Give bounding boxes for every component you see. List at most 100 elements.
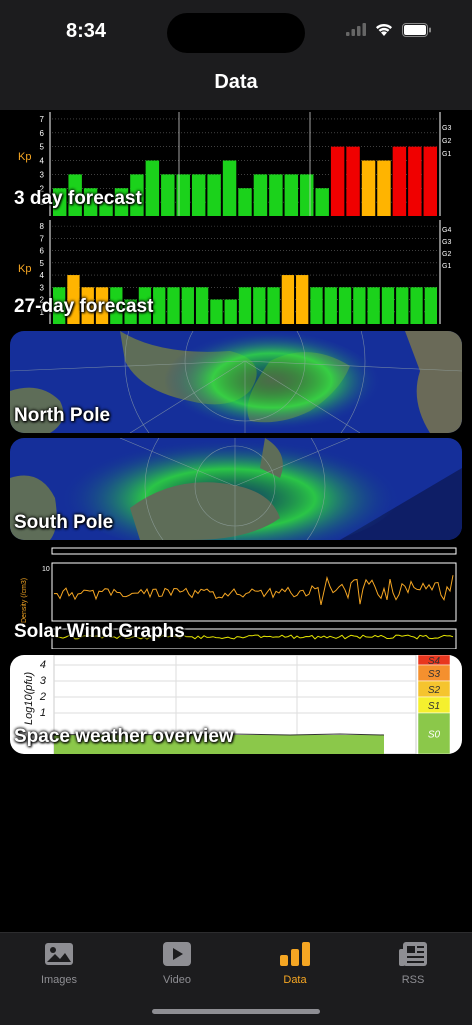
kp-bar xyxy=(353,287,366,324)
kp-bar xyxy=(153,287,166,324)
solar-wind-chart: 10 Density (/cm3) xyxy=(21,547,457,649)
y-tick: 4 xyxy=(40,271,45,280)
kp-bar xyxy=(181,287,194,324)
tab-rss[interactable]: RSS xyxy=(354,941,472,986)
y-tick: 2 xyxy=(39,691,46,703)
battery-icon xyxy=(402,22,431,37)
y-tick: 2 xyxy=(40,184,45,193)
kp-bar xyxy=(330,146,345,216)
kp-bar xyxy=(377,160,391,216)
kp-bar xyxy=(410,287,423,324)
kp-bar xyxy=(324,287,337,324)
south-pole-map xyxy=(10,438,462,540)
y-tick: 3 xyxy=(40,675,47,687)
tab-label: Data xyxy=(283,974,307,986)
y-tick: 6 xyxy=(40,129,45,138)
home-indicator xyxy=(152,1009,320,1014)
g-label: G1 xyxy=(442,263,451,270)
kp-bar xyxy=(315,188,329,216)
y-tick: 8 xyxy=(40,222,45,231)
solar-wind-card[interactable]: 10 Density (/cm3) Solar Wind Graphs xyxy=(10,545,462,649)
kp-bar xyxy=(381,287,395,324)
proton-flux-chart: 4 3 2 1 Log10(pfu) S4 S3 S2 S1 S0 xyxy=(23,655,451,754)
scale-label: S0 xyxy=(428,730,441,741)
g-label: G4 xyxy=(442,227,451,234)
north-pole-map xyxy=(10,331,462,433)
density-axis-label: Density (/cm3) xyxy=(21,578,28,623)
card-title: 3 day forecast xyxy=(14,188,142,209)
tab-label: Images xyxy=(40,974,78,986)
scale-label: S3 xyxy=(428,669,441,680)
kp-bar xyxy=(300,174,314,216)
kp-bar xyxy=(176,174,190,216)
density-tick: 10 xyxy=(42,566,50,573)
kp-bar xyxy=(267,287,280,324)
tab-data[interactable]: Data xyxy=(236,941,354,986)
photo-icon xyxy=(45,943,73,965)
y-tick: 4 xyxy=(40,157,45,166)
kp-bar xyxy=(124,299,137,324)
three-day-forecast-card[interactable]: 1 2 3 4 5 6 7 Kp G3 G2 G1 3 day forecast xyxy=(10,112,462,216)
north-pole-card[interactable]: North Pole xyxy=(10,331,462,433)
card-title: North Pole xyxy=(14,405,111,426)
kp-bar xyxy=(138,287,152,324)
y-tick: 7 xyxy=(40,234,45,243)
newspaper-icon xyxy=(399,942,427,966)
scale-box xyxy=(417,712,451,754)
kp-bar xyxy=(191,174,206,216)
g-label: G3 xyxy=(442,239,451,246)
status-time: 8:34 xyxy=(66,20,107,42)
cellular-signal-icon xyxy=(346,23,366,36)
kp-bar xyxy=(83,188,98,216)
card-title: Space weather overview xyxy=(14,726,234,747)
kp-bar xyxy=(207,174,221,216)
space-weather-overview-card[interactable]: 4 3 2 1 Log10(pfu) S4 S3 S2 S1 S0 Space weat… xyxy=(10,655,462,754)
kp-bar xyxy=(68,174,82,216)
tab-label: Video xyxy=(163,974,191,986)
y-tick: 3 xyxy=(40,170,45,179)
card-title: Solar Wind Graphs xyxy=(14,621,185,642)
kp-bar xyxy=(269,174,283,216)
south-pole-card[interactable]: South Pole xyxy=(10,438,462,540)
kp-27day-chart: 1 2 3 4 5 6 7 8 Kp G4 G3 G2 G1 xyxy=(18,220,451,324)
kp-bar xyxy=(145,160,160,216)
kp-bar xyxy=(161,174,175,216)
chart-icon xyxy=(280,942,310,966)
y-tick: 6 xyxy=(40,247,45,256)
kp-bar xyxy=(310,287,323,324)
kp-bar xyxy=(361,160,376,216)
kp-bar xyxy=(423,146,437,216)
y-tick: 5 xyxy=(40,143,45,152)
kp-bar xyxy=(195,287,209,324)
kp-bar xyxy=(284,174,299,216)
play-icon xyxy=(163,942,191,966)
y-tick: 7 xyxy=(40,115,45,124)
g-label: G3 xyxy=(442,125,451,132)
kp-bar xyxy=(392,146,407,216)
flux-axis-label: Log10(pfu) xyxy=(23,671,35,725)
g-label: G2 xyxy=(442,251,451,258)
card-title: South Pole xyxy=(14,512,114,533)
page-title: Data xyxy=(214,71,258,93)
kp-bar xyxy=(130,174,144,216)
kp-bar xyxy=(114,188,129,216)
tab-label: RSS xyxy=(401,974,425,986)
y-tick: 5 xyxy=(40,259,45,268)
scale-label: S1 xyxy=(428,701,440,712)
twenty-seven-day-forecast-card[interactable]: 1 2 3 4 5 6 7 8 Kp G4 G3 G2 G1 27-day forecast xyxy=(10,220,462,324)
kp-bar xyxy=(367,287,380,324)
kp-bar xyxy=(81,287,94,324)
tab-images[interactable]: Images xyxy=(0,941,118,986)
tab-video[interactable]: Video xyxy=(118,941,236,986)
wifi-icon xyxy=(376,23,392,36)
kp-bar xyxy=(53,287,66,324)
kp-bar xyxy=(238,188,252,216)
kp-bar xyxy=(253,174,268,216)
kp-bar xyxy=(99,202,113,216)
scale-label: S4 xyxy=(428,656,441,667)
status-bar: 8:34 xyxy=(0,0,472,60)
navigation-bar: Data xyxy=(0,60,472,110)
kp-bar xyxy=(224,299,237,324)
dynamic-island xyxy=(167,13,305,53)
kp-bar xyxy=(210,299,223,324)
